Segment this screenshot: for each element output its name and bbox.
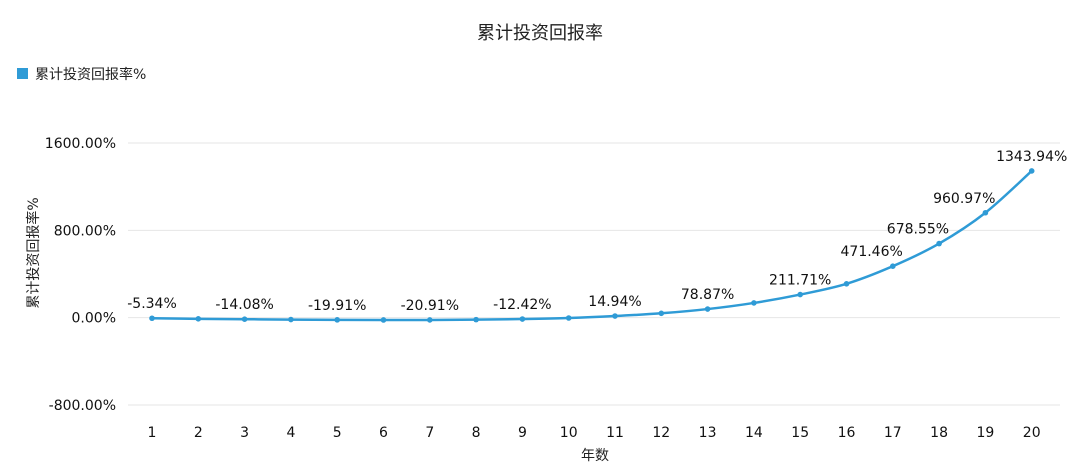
legend[interactable]: 累计投资回报率% (17, 66, 146, 83)
data-point (797, 291, 803, 298)
gridlines (128, 142, 1060, 406)
x-tick-label: 16 (838, 425, 856, 441)
x-tick-label: 6 (379, 425, 388, 441)
data-label: 678.55% (887, 222, 949, 238)
data-point (334, 317, 341, 323)
data-point (658, 310, 665, 317)
y-tick-labels: -800.00% 0.00% 800.00% 1600.00% (45, 136, 116, 414)
data-label: -12.42% (493, 297, 551, 313)
data-label: -5.34% (127, 296, 177, 312)
x-tick-label: 19 (976, 425, 994, 441)
data-point (751, 300, 757, 306)
data-point (519, 316, 526, 322)
x-tick-label: 14 (745, 425, 763, 441)
x-tick-label: 15 (791, 425, 809, 441)
data-point (195, 316, 202, 322)
data-point (427, 317, 433, 323)
data-label: 471.46% (841, 244, 903, 260)
data-point (936, 240, 942, 247)
x-tick-label: 9 (518, 425, 527, 441)
x-tick-label: 13 (699, 425, 717, 441)
data-points (149, 168, 1035, 323)
x-tick-label: 5 (333, 425, 342, 441)
data-label: 211.71% (769, 273, 831, 289)
x-tick-label: 3 (240, 425, 249, 441)
data-point (241, 316, 248, 323)
legend-swatch (17, 68, 28, 79)
data-label: -14.08% (215, 297, 273, 313)
data-label: -20.91% (401, 298, 459, 314)
data-point (612, 313, 618, 319)
data-point (565, 315, 572, 321)
data-label: -19.91% (308, 298, 366, 314)
y-axis-label: 累计投资回报率% (25, 197, 42, 308)
y-tick-label: 1600.00% (45, 136, 116, 152)
x-tick-label: 12 (652, 425, 670, 441)
data-point (843, 281, 850, 287)
data-point (890, 263, 896, 269)
y-tick-label: -800.00% (49, 398, 116, 414)
legend-label: 累计投资回报率% (35, 66, 146, 83)
y-tick-label: 0.00% (72, 311, 116, 327)
data-labels: -5.34% -14.08% -19.91% -20.91% -12.42% 14.94%… (127, 149, 1067, 314)
data-point (288, 316, 294, 323)
series-line (151, 170, 1033, 322)
x-tick-label: 17 (884, 425, 902, 441)
chart-title: 累计投资回报率 (477, 23, 603, 44)
data-point (473, 316, 479, 323)
x-tick-label: 7 (425, 425, 434, 441)
data-label: 1343.94% (996, 149, 1067, 165)
data-label: 960.97% (933, 191, 995, 207)
x-tick-label: 1 (148, 425, 157, 441)
data-point (149, 315, 155, 322)
data-point (982, 209, 989, 216)
data-label: 14.94% (588, 294, 641, 310)
x-tick-labels: 1 2 3 4 5 6 7 8 9 10 11 12 13 14 15 16 17 18 19 20 (148, 425, 1041, 441)
x-tick-label: 20 (1023, 425, 1041, 441)
data-label: 78.87% (681, 287, 734, 303)
x-tick-label: 2 (194, 425, 203, 441)
x-tick-label: 8 (472, 425, 481, 441)
data-point (380, 317, 387, 323)
x-axis-label: 年数 (581, 448, 609, 464)
data-point (1028, 168, 1035, 174)
x-tick-label: 18 (930, 425, 948, 441)
x-tick-label: 11 (606, 425, 624, 441)
y-tick-label: 800.00% (54, 223, 116, 239)
x-tick-label: 4 (286, 425, 295, 441)
data-point (704, 306, 711, 312)
x-tick-label: 10 (560, 425, 578, 441)
